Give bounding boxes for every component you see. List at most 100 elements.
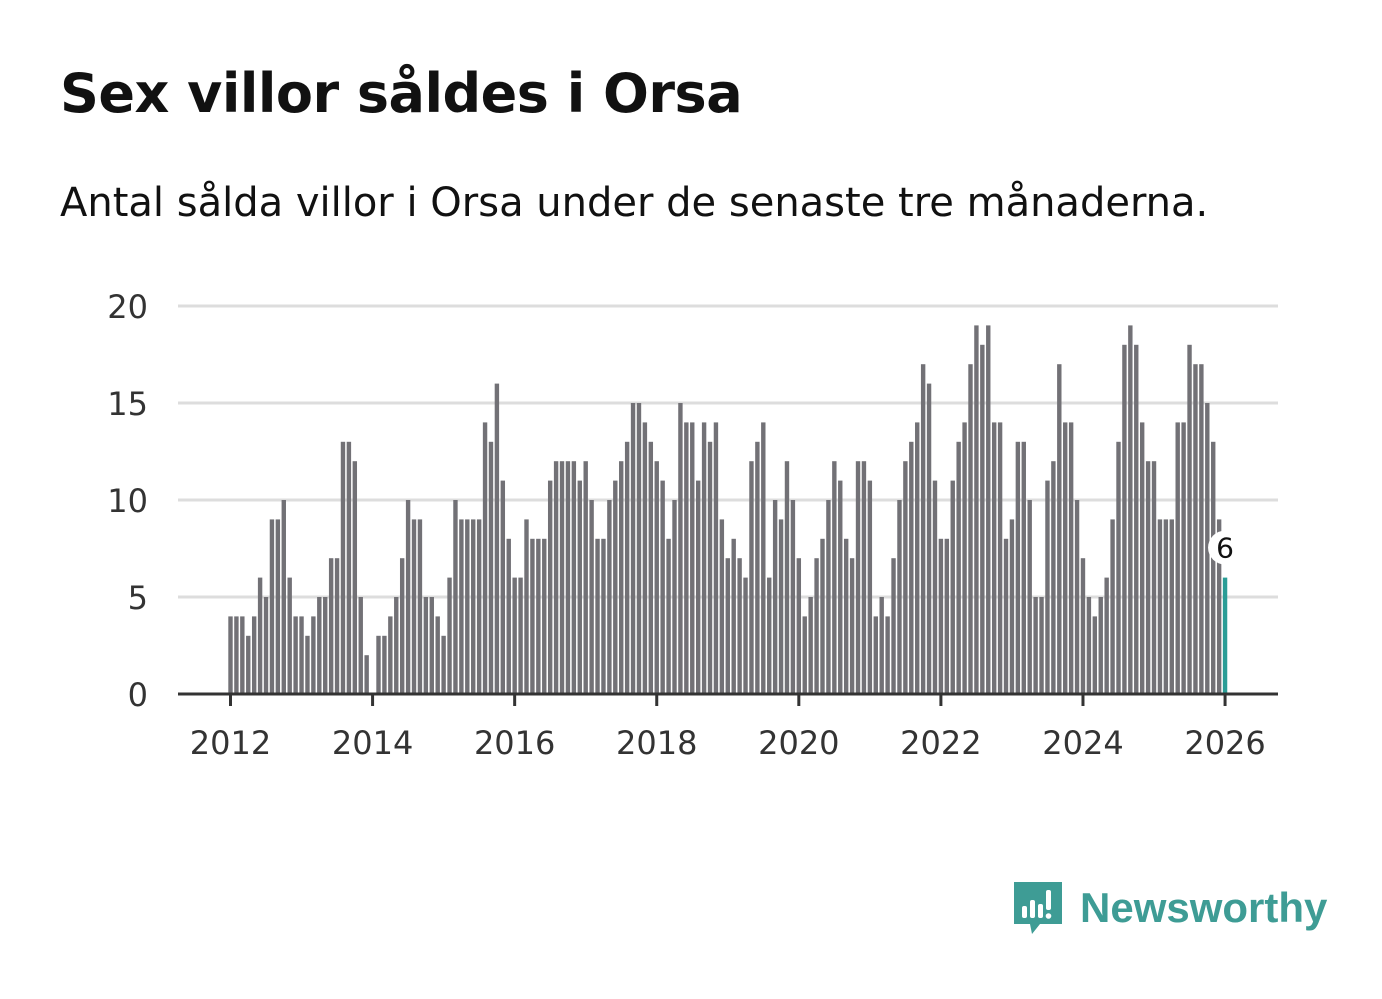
- x-tick-label: 2012: [190, 724, 271, 762]
- bar: [1193, 364, 1198, 694]
- value-label-background: [1208, 530, 1243, 565]
- bar: [1134, 344, 1139, 694]
- bar: [636, 403, 642, 694]
- bar: [897, 500, 902, 694]
- value-label: 6: [1216, 532, 1234, 565]
- bar: [340, 441, 346, 694]
- bar: [873, 616, 878, 694]
- x-tick-label: 2020: [758, 724, 839, 762]
- bar: [991, 422, 997, 694]
- y-axis: 0 5 10 15 20: [107, 288, 148, 714]
- newsworthy-logo: Newsworthy: [1010, 876, 1327, 940]
- bar: [595, 538, 600, 694]
- bar: [861, 461, 867, 694]
- y-tick-label: 10: [107, 482, 148, 520]
- bar: [281, 500, 286, 694]
- bar: [287, 577, 292, 694]
- y-tick-label: 15: [107, 385, 148, 423]
- bar: [867, 480, 873, 694]
- bar: [725, 558, 730, 694]
- bar: [1104, 577, 1109, 694]
- bar: [838, 480, 843, 694]
- bar: [1057, 364, 1062, 694]
- bar: [411, 519, 417, 694]
- bar: [962, 422, 967, 694]
- x-tick-label: 2026: [1184, 724, 1265, 762]
- bar: [755, 441, 760, 694]
- bar: [796, 558, 802, 694]
- bar: [512, 577, 517, 694]
- bar: [879, 597, 884, 694]
- bar: [607, 500, 612, 694]
- bar: [482, 422, 488, 694]
- x-tick-label: 2022: [900, 724, 981, 762]
- bar: [778, 519, 784, 694]
- bar: [542, 538, 547, 694]
- bar: [743, 577, 748, 694]
- bar: [749, 461, 754, 694]
- bar: [974, 325, 979, 694]
- bar: [328, 558, 334, 694]
- bar: [678, 403, 683, 694]
- bar: [293, 616, 298, 694]
- bar: [228, 616, 233, 694]
- bar: [624, 441, 630, 694]
- bar: [731, 538, 736, 694]
- bar: [589, 500, 594, 694]
- bar: [1216, 519, 1222, 694]
- bar: [997, 422, 1003, 694]
- bar: [1074, 500, 1080, 694]
- bar: [1086, 597, 1092, 694]
- bar: [820, 538, 825, 694]
- bar: [269, 519, 275, 694]
- bar: [476, 519, 482, 694]
- bar: [932, 480, 938, 694]
- bar: [619, 461, 624, 694]
- bar: [346, 441, 352, 694]
- bar: [980, 344, 985, 694]
- bar: [1068, 422, 1074, 694]
- bar: [642, 422, 648, 694]
- bar: [915, 422, 920, 694]
- bar: [547, 480, 553, 694]
- bar: [583, 461, 588, 694]
- bar: [1051, 461, 1056, 694]
- bar: [263, 597, 269, 694]
- bar: [701, 422, 707, 694]
- x-axis: 2012 2014 2016 2018 2020 2022 2024 2026: [178, 692, 1278, 762]
- bar: [601, 538, 606, 694]
- bar: [654, 461, 659, 694]
- bar: [1009, 519, 1015, 694]
- bar: [613, 480, 618, 694]
- bar: [1211, 441, 1216, 694]
- bar: [1021, 441, 1026, 694]
- bar: [903, 461, 908, 694]
- bar: [257, 577, 263, 694]
- bar: [767, 577, 772, 694]
- bar: [719, 519, 725, 694]
- y-tick-label: 20: [107, 288, 148, 326]
- bar: [352, 461, 358, 694]
- bar: [1039, 597, 1044, 694]
- bar: [334, 558, 340, 694]
- bar: [1080, 558, 1086, 694]
- bar: [1151, 461, 1157, 694]
- bar: [423, 597, 429, 694]
- bar: [790, 500, 796, 694]
- bar: [305, 635, 310, 694]
- bar: [358, 597, 363, 694]
- bar: [1128, 325, 1133, 694]
- bar: [920, 364, 926, 694]
- bar: [684, 422, 689, 694]
- bar: [494, 383, 500, 694]
- bar: [1027, 500, 1032, 694]
- x-tick-label: 2016: [474, 724, 555, 762]
- bar: [382, 635, 387, 694]
- bar: [891, 558, 896, 694]
- bar: [465, 519, 470, 694]
- bar: [1205, 403, 1210, 694]
- bar: [571, 461, 577, 694]
- bar: [246, 635, 251, 694]
- bar: [399, 558, 405, 694]
